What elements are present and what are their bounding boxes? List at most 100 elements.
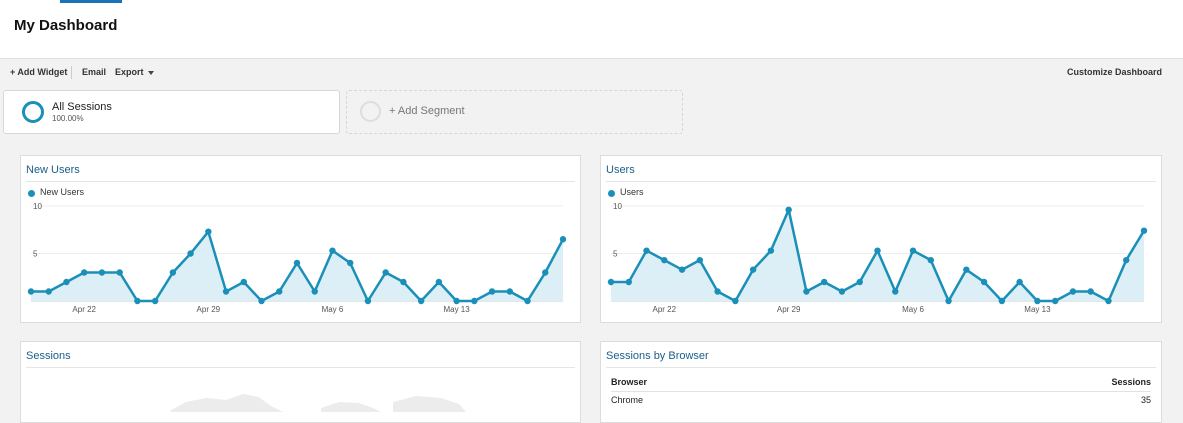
- data-point: [1140, 227, 1148, 234]
- widget-divider: [606, 367, 1156, 368]
- segment-ring-icon: [22, 101, 44, 123]
- add-widget-button[interactable]: + Add Widget: [10, 67, 68, 77]
- data-point: [347, 259, 354, 267]
- data-point: [488, 288, 496, 295]
- new-users-widget: New Users New Users 5 10 Apr 22 Apr 29 May 6…: [20, 155, 581, 323]
- x-tick-label: May 6: [322, 305, 344, 314]
- data-point: [678, 266, 686, 273]
- y-tick-label: 10: [613, 202, 622, 211]
- data-point: [838, 288, 846, 295]
- data-point: [27, 288, 35, 295]
- data-point: [821, 278, 828, 286]
- data-point: [435, 278, 443, 286]
- data-point: [205, 228, 212, 235]
- data-point: [169, 269, 177, 276]
- data-point: [151, 297, 159, 305]
- data-point: [63, 278, 70, 286]
- x-tick-label: Apr 29: [197, 305, 221, 314]
- data-point: [98, 269, 106, 276]
- table-row: Chrome 35: [611, 395, 1151, 409]
- data-point: [1123, 256, 1130, 264]
- users-widget: Users Users 5 10 Apr 22 Apr 29 May 6 May 13: [600, 155, 1162, 323]
- users-line-chart: 5 10 Apr 22 Apr 29 May 6 May 13: [607, 202, 1148, 314]
- data-point: [767, 247, 775, 254]
- data-point: [453, 297, 460, 305]
- page-title: My Dashboard: [14, 17, 118, 34]
- column-header-browser[interactable]: Browser: [611, 377, 648, 387]
- data-point: [116, 269, 123, 276]
- data-point: [607, 278, 615, 286]
- data-point: [311, 288, 318, 295]
- data-point: [81, 269, 88, 276]
- y-tick-label: 5: [613, 250, 618, 259]
- legend-label: Users: [620, 187, 644, 197]
- y-tick-label: 10: [33, 202, 42, 211]
- data-point: [187, 250, 194, 257]
- series-area: [31, 231, 563, 301]
- segment-all-sessions[interactable]: All Sessions 100.00%: [3, 90, 340, 134]
- legend-label: New Users: [40, 187, 85, 197]
- data-point: [1051, 297, 1059, 305]
- add-segment-label: + Add Segment: [389, 105, 465, 117]
- data-point: [1069, 288, 1077, 295]
- segment-placeholder-icon: [360, 101, 381, 122]
- browser-cell[interactable]: Chrome: [611, 395, 644, 405]
- data-point: [1016, 278, 1023, 286]
- data-point: [1087, 288, 1094, 295]
- sessions-by-browser-widget: Sessions by Browser Browser Sessions Chr…: [600, 341, 1162, 423]
- data-point: [364, 297, 372, 305]
- widget-title[interactable]: Sessions by Browser: [606, 350, 709, 362]
- tab-indicator: [60, 0, 122, 3]
- widget-divider: [26, 181, 575, 182]
- data-point: [856, 278, 863, 286]
- data-point: [542, 269, 549, 276]
- x-tick-label: May 6: [902, 305, 924, 314]
- segment-percent: 100.00%: [52, 114, 84, 123]
- data-point: [749, 266, 757, 273]
- table-header: Browser Sessions: [611, 377, 1151, 392]
- data-point: [998, 297, 1006, 305]
- data-point: [785, 206, 792, 213]
- customize-dashboard-button[interactable]: Customize Dashboard: [1066, 67, 1162, 77]
- dashboard-toolbar: + Add Widget Email Export Customize Dash…: [0, 60, 1183, 84]
- sessions-widget: Sessions: [20, 341, 581, 423]
- data-point: [732, 297, 739, 305]
- column-header-sessions[interactable]: Sessions: [1111, 377, 1151, 387]
- legend-marker: [608, 190, 615, 197]
- data-point: [980, 278, 988, 286]
- widget-title[interactable]: New Users: [26, 164, 80, 176]
- x-tick-label: Apr 22: [72, 305, 96, 314]
- x-tick-label: Apr 22: [653, 305, 677, 314]
- data-point: [222, 288, 230, 295]
- new-users-line-chart: 5 10 Apr 22 Apr 29 May 6 May 13: [27, 202, 567, 314]
- data-point: [417, 297, 425, 305]
- x-tick-label: May 13: [1024, 305, 1051, 314]
- data-point: [643, 247, 650, 254]
- data-point: [258, 297, 265, 305]
- data-point: [927, 256, 934, 264]
- data-point: [1034, 297, 1041, 305]
- x-tick-label: May 13: [443, 305, 470, 314]
- export-label: Export: [115, 67, 144, 77]
- header-bar: My Dashboard: [0, 0, 1183, 59]
- x-tick-label: Apr 29: [777, 305, 801, 314]
- data-point: [134, 297, 141, 305]
- export-menu[interactable]: Export: [115, 67, 154, 77]
- data-point: [714, 288, 721, 295]
- data-point: [892, 288, 899, 295]
- chevron-down-icon: [147, 70, 154, 75]
- data-point: [45, 288, 52, 295]
- y-tick-label: 5: [33, 250, 38, 259]
- data-point: [382, 269, 389, 276]
- sessions-world-map: [171, 394, 466, 412]
- widget-title[interactable]: Users: [606, 164, 635, 176]
- data-point: [329, 247, 336, 254]
- data-point: [909, 247, 917, 254]
- data-point: [963, 266, 970, 273]
- data-point: [803, 288, 810, 295]
- widget-title[interactable]: Sessions: [26, 350, 71, 362]
- email-button[interactable]: Email: [82, 67, 107, 77]
- data-point: [696, 256, 704, 264]
- add-segment-button[interactable]: + Add Segment: [346, 90, 683, 134]
- toolbar-divider: [71, 66, 72, 79]
